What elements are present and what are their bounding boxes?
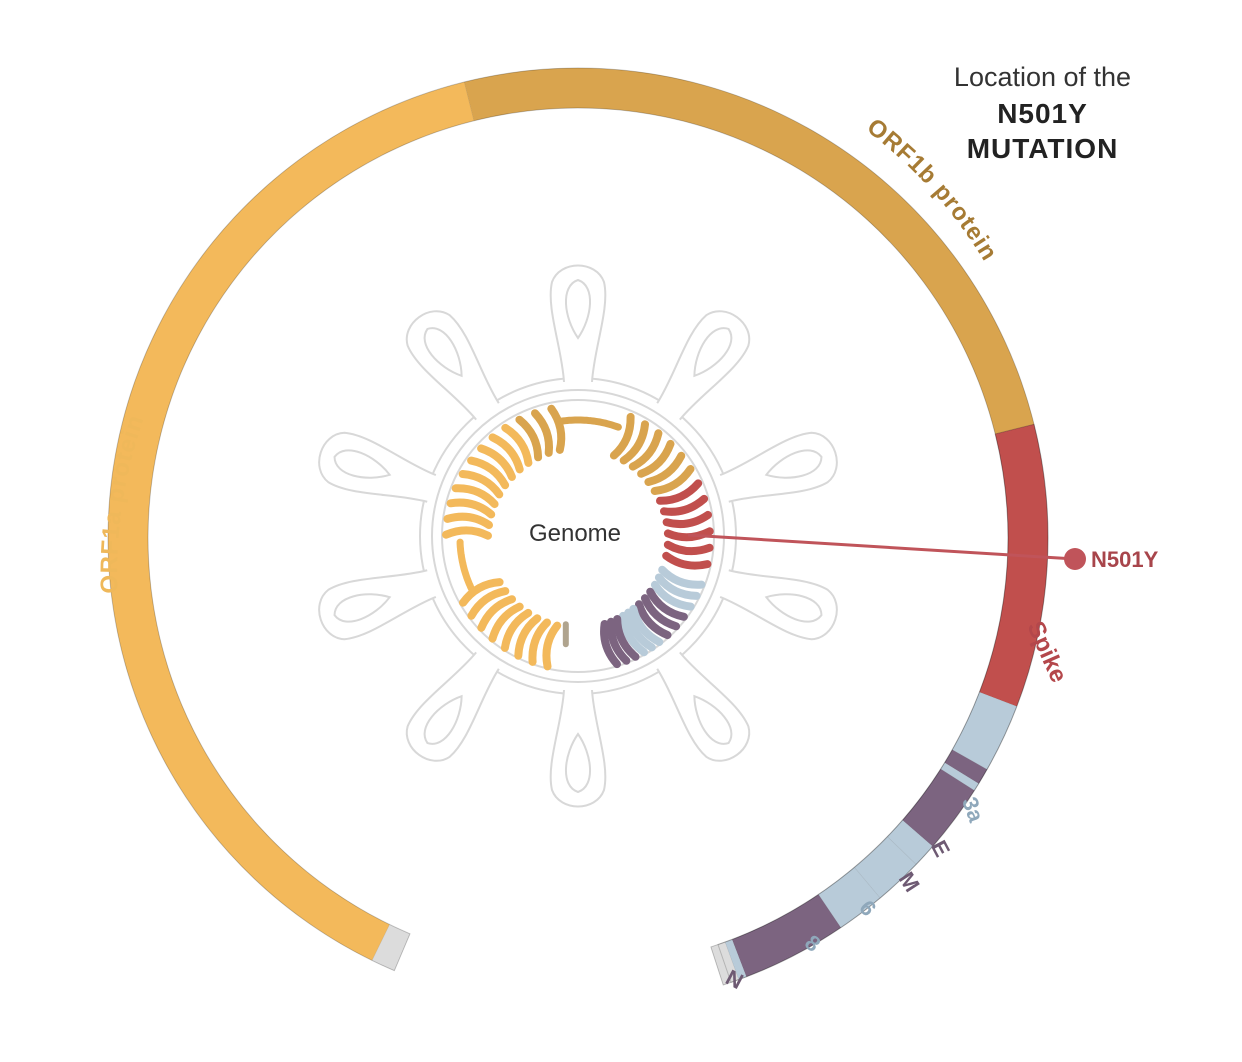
genome-ring <box>107 67 1049 986</box>
virus-spike-protein <box>405 651 500 762</box>
genome-coil-segment <box>650 565 706 611</box>
virus-spike-protein <box>656 310 751 421</box>
ring-segment-3a <box>951 691 1018 770</box>
ring-segment-6 <box>886 819 934 865</box>
mutation-pointer-dot <box>1064 548 1086 570</box>
ring-outline <box>107 67 1049 984</box>
ring-segment-m <box>902 768 975 847</box>
virus-spike-protein <box>719 431 838 503</box>
ring-segment-7 <box>853 836 917 899</box>
ring-segment-9 <box>724 939 747 981</box>
virus-spike-protein <box>549 689 607 808</box>
genome-label: Genome <box>529 520 621 547</box>
genome-coil-segment <box>609 412 695 495</box>
genome-coil-segment <box>558 416 622 431</box>
virus-spike-protein <box>405 310 500 421</box>
genome-coil-segment <box>635 587 688 640</box>
genome-coil-segment <box>600 615 640 669</box>
genome-coil <box>442 404 714 671</box>
genome-coil-segment <box>459 578 562 671</box>
virus-illustration <box>318 264 838 808</box>
ring-segment-8 <box>818 866 881 929</box>
ring-segment-e <box>944 749 988 784</box>
title-line-3: MUTATION <box>966 133 1119 164</box>
mutation-label: N501Y <box>1091 547 1159 572</box>
title-line-2: N501Y <box>997 98 1088 129</box>
genome-coil-segment <box>656 479 714 570</box>
genome-coil-end <box>562 621 569 648</box>
virus-spike-protein <box>549 264 607 383</box>
ring-segment-orf1a <box>107 81 475 961</box>
genome-coil-segment <box>515 404 566 462</box>
ring-segment-orf1b <box>463 67 1035 435</box>
virus-spike-protein <box>318 569 437 641</box>
genome-coil-segment <box>442 423 533 540</box>
virus-spike-protein <box>656 651 751 762</box>
title-line-1: Location of the <box>953 62 1132 92</box>
ring-segment-spike <box>979 423 1049 707</box>
virus-spike-protein <box>318 431 437 503</box>
genome-coil-segment <box>619 604 664 657</box>
genome-coil-segment <box>456 538 476 594</box>
ring-outline-right <box>710 423 1049 986</box>
ring-end-cap-right <box>710 941 740 986</box>
ring-end-cap-left <box>371 924 411 972</box>
mutation-pointer-line <box>687 533 1076 561</box>
virus-spike-protein <box>719 569 838 641</box>
